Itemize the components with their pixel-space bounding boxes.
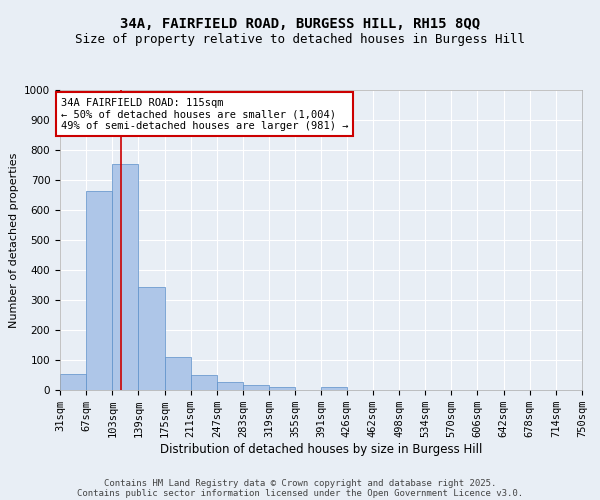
Bar [164, 357, 191, 390]
X-axis label: Distribution of detached houses by size in Burgess Hill: Distribution of detached houses by size … [160, 443, 482, 456]
Bar [217, 382, 243, 390]
Bar [243, 384, 269, 390]
Bar [191, 375, 217, 390]
Bar [139, 286, 164, 390]
Text: 34A, FAIRFIELD ROAD, BURGESS HILL, RH15 8QQ: 34A, FAIRFIELD ROAD, BURGESS HILL, RH15 … [120, 18, 480, 32]
Text: Contains HM Land Registry data © Crown copyright and database right 2025.: Contains HM Land Registry data © Crown c… [104, 478, 496, 488]
Text: 34A FAIRFIELD ROAD: 115sqm
← 50% of detached houses are smaller (1,004)
49% of s: 34A FAIRFIELD ROAD: 115sqm ← 50% of deta… [61, 98, 348, 130]
Text: Contains public sector information licensed under the Open Government Licence v3: Contains public sector information licen… [77, 488, 523, 498]
Text: Size of property relative to detached houses in Burgess Hill: Size of property relative to detached ho… [75, 32, 525, 46]
Bar [86, 190, 112, 390]
Bar [269, 387, 295, 390]
Bar [60, 374, 86, 390]
Bar [322, 387, 347, 390]
Bar [112, 164, 139, 390]
Y-axis label: Number of detached properties: Number of detached properties [8, 152, 19, 328]
